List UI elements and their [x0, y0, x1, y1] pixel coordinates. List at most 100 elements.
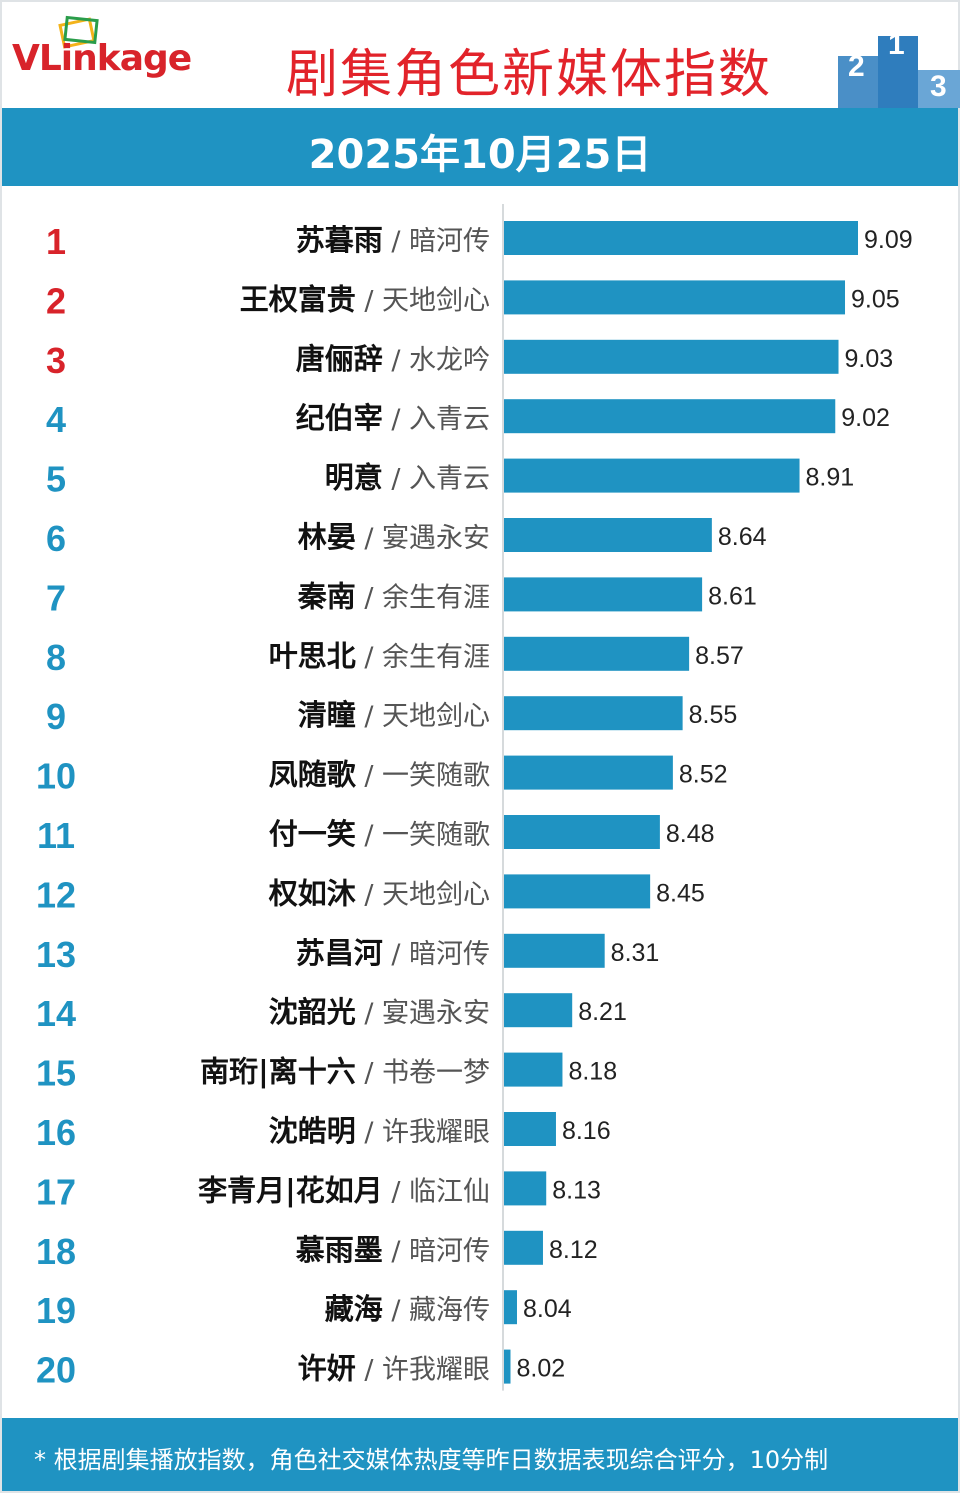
value-bar: [504, 1171, 547, 1206]
drama-name: 天地剑心: [382, 879, 490, 910]
character-name: 林晏: [298, 520, 356, 554]
value-label: 9.02: [841, 404, 890, 432]
label-separator: /: [356, 998, 382, 1029]
value-label: 9.09: [864, 226, 913, 254]
value-bar: [504, 1112, 556, 1146]
rank-number: 6: [46, 518, 66, 559]
row-label: 王权富贵 / 天地剑心: [240, 282, 490, 316]
row-label: 许妍 / 许我耀眼: [298, 1352, 490, 1386]
chart-row: 14 沈韶光 / 宴遇永安 8.21: [36, 993, 627, 1034]
svg-text:2: 2: [848, 50, 865, 83]
value-label: 8.02: [516, 1355, 565, 1383]
character-name: 权如沐: [268, 876, 356, 910]
value-label: 8.52: [679, 761, 728, 789]
row-label: 明意 / 入青云: [325, 461, 490, 495]
value-label: 9.05: [851, 285, 900, 313]
value-label: 8.91: [806, 464, 855, 492]
value-bar: [504, 399, 836, 434]
row-label: 权如沐 / 天地剑心: [268, 876, 490, 910]
rank-number: 14: [36, 993, 76, 1034]
value-label: 8.55: [689, 701, 738, 729]
value-bar: [504, 458, 800, 493]
chart-row: 6 林晏 / 宴遇永安 8.64: [46, 518, 767, 559]
row-label: 藏海 / 藏海传: [325, 1292, 490, 1326]
date-label: 2025年10月25日: [308, 132, 652, 178]
label-separator: /: [383, 404, 409, 435]
character-name: 明意: [325, 461, 383, 495]
character-name: 凤随歌: [269, 758, 357, 792]
value-bar: [504, 933, 605, 968]
label-separator: /: [356, 879, 382, 910]
value-bar: [504, 755, 673, 790]
label-separator: /: [356, 1058, 382, 1089]
drama-name: 藏海传: [409, 1295, 490, 1326]
row-label: 慕雨墨 / 暗河传: [296, 1233, 490, 1267]
rank-number: 17: [36, 1171, 76, 1212]
value-bar: [504, 339, 839, 374]
row-label: 苏暮雨 / 暗河传: [296, 223, 490, 257]
rank-number: 1: [46, 221, 66, 262]
row-label: 沈韶光 / 宴遇永安: [269, 995, 490, 1029]
value-label: 8.18: [568, 1058, 617, 1086]
value-bar: [504, 1230, 543, 1265]
drama-name: 暗河传: [409, 1236, 490, 1267]
value-bar: [504, 815, 660, 849]
value-label: 8.16: [562, 1117, 611, 1145]
rank-number: 19: [36, 1290, 76, 1331]
drama-name: 入青云: [409, 464, 490, 495]
label-separator: /: [356, 1355, 382, 1386]
chart-row: 13 苏昌河 / 暗河传 8.31: [36, 933, 659, 975]
svg-text:3: 3: [930, 70, 947, 103]
character-name: 沈韶光: [269, 995, 356, 1029]
character-name: 纪伯宰: [296, 401, 383, 435]
label-separator: /: [383, 1236, 409, 1267]
value-label: 8.04: [523, 1295, 572, 1323]
drama-name: 一笑随歌: [382, 761, 490, 792]
label-separator: /: [383, 226, 409, 257]
label-separator: /: [356, 761, 382, 792]
label-separator: /: [383, 464, 409, 495]
label-separator: /: [383, 939, 409, 970]
value-bar: [504, 518, 712, 552]
character-name: 沈皓明: [269, 1114, 356, 1148]
value-label: 8.61: [708, 582, 757, 610]
podium-icon: 2 1 3: [838, 28, 960, 108]
drama-name: 许我耀眼: [382, 1117, 490, 1148]
logo-frames-icon: [58, 15, 99, 49]
character-name: 慕雨墨: [296, 1233, 383, 1267]
value-label: 8.48: [666, 820, 715, 848]
rank-number: 3: [46, 340, 66, 381]
ranking-chart: 1 苏暮雨 / 暗河传 9.09 2 王权富贵 / 天地剑心 9.05 3 唐俪辞 / 水龙吟…: [36, 204, 913, 1391]
header: VLinkage 剧集角色新媒体指数 2 1 3: [0, 0, 960, 108]
label-separator: /: [383, 1295, 409, 1326]
chart-row: 2 王权富贵 / 天地剑心 9.05: [46, 280, 900, 321]
character-name: 苏暮雨: [296, 223, 383, 257]
chart-row: 8 叶思北 / 余生有涯 8.57: [46, 636, 744, 678]
page-title: 剧集角色新媒体指数: [286, 45, 773, 105]
value-label: 9.03: [845, 345, 894, 373]
rank-number: 2: [46, 280, 66, 321]
row-label: 清瞳 / 天地剑心: [298, 698, 490, 732]
label-separator: /: [356, 1117, 382, 1148]
label-separator: /: [356, 701, 382, 732]
row-label: 沈皓明 / 许我耀眼: [269, 1114, 490, 1148]
drama-name: 水龙吟: [409, 345, 490, 376]
brand-logo: VLinkage: [12, 38, 192, 79]
rank-number: 15: [36, 1053, 76, 1094]
rank-number: 4: [46, 399, 66, 440]
row-label: 秦南 / 余生有涯: [297, 579, 490, 613]
drama-name: 一笑随歌: [382, 820, 490, 851]
value-bar: [504, 577, 703, 612]
rank-number: 18: [36, 1231, 76, 1272]
label-separator: /: [383, 345, 409, 376]
chart-row: 10 凤随歌 / 一笑随歌 8.52: [36, 755, 728, 797]
row-label: 李青月|花如月 / 临江仙: [198, 1173, 490, 1207]
drama-name: 书卷一梦: [382, 1058, 490, 1089]
row-label: 叶思北 / 余生有涯: [269, 639, 490, 673]
character-name: 南珩|离十六: [200, 1055, 356, 1089]
footnote: * 根据剧集播放指数，角色社交媒体热度等昨日数据表现综合评分，10分制: [34, 1446, 829, 1474]
rank-number: 12: [36, 874, 76, 915]
label-separator: /: [356, 820, 382, 851]
rank-number: 7: [46, 577, 66, 618]
chart-row: 18 慕雨墨 / 暗河传 8.12: [36, 1230, 598, 1272]
